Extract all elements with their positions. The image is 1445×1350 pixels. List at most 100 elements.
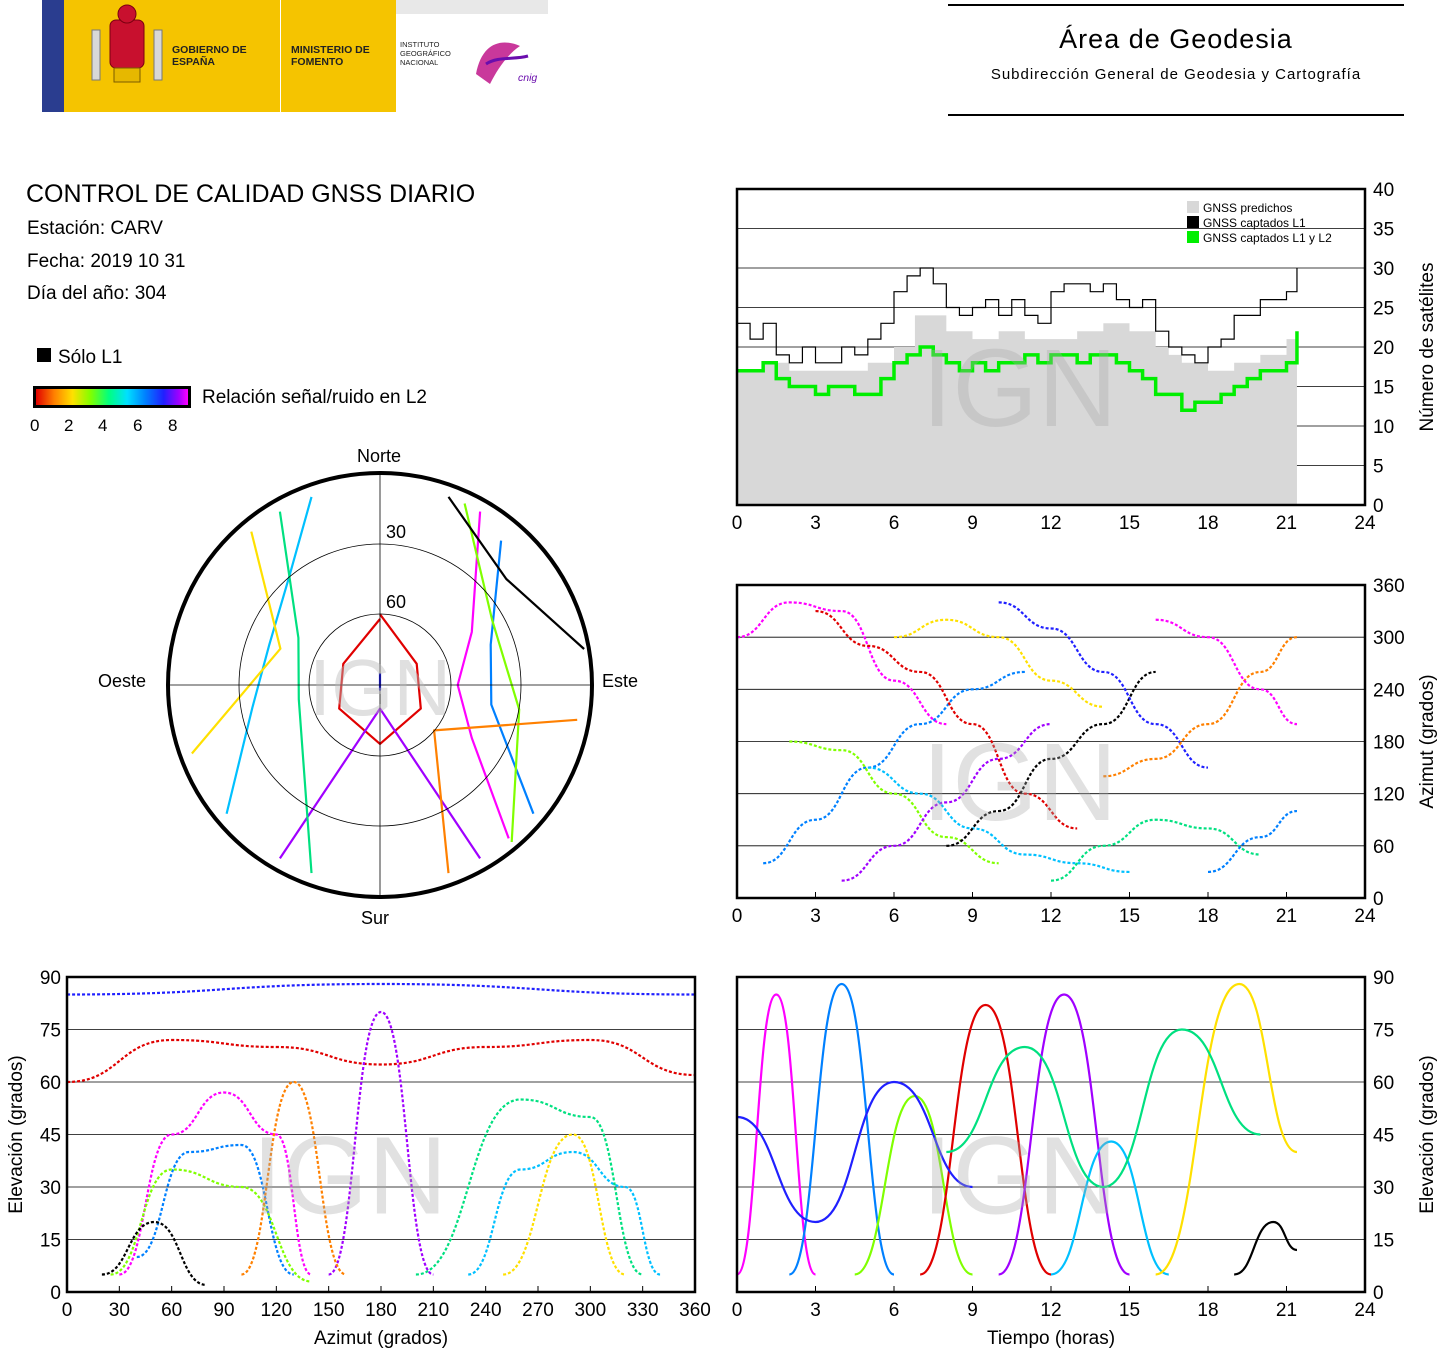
cnig-icon [476,42,529,84]
azimuth-time-chart: 0 60 120 180 240 300 360 0 3 6 9 12 15 18 21 24 IGN Azimu… [732,576,1438,927]
y-tick-label: 35 [1373,220,1394,241]
spain-flag-stripe [42,0,64,112]
watermark: IGN [922,1114,1118,1237]
y-tick-label: 15 [40,1231,61,1252]
sat-count-chart: 0 5 10 15 20 25 30 35 40 0 3 6 9 12 15 18 21 24 IGN Número … [732,180,1438,534]
polar-south-label: Sur [361,908,390,928]
x-tick-label: 21 [1276,1300,1297,1321]
x-tick-label: 12 [1040,1300,1061,1321]
snr-tick: 8 [168,416,178,435]
watermark: IGN [922,721,1118,844]
legend-entry: GNSS captados L1 [1203,216,1306,230]
x-tick-label: 30 [109,1300,130,1321]
snr-tick: 2 [64,416,74,435]
x-tick-label: 0 [732,906,743,927]
x-tick-label: 15 [1119,1300,1140,1321]
x-tick-label: 24 [1354,906,1376,927]
y-tick-label: 0 [1373,889,1384,910]
series-line [946,1028,1261,1189]
sky-track [433,718,578,874]
x-tick-label: 15 [1119,906,1140,927]
predicted-area [737,315,1297,505]
ministerio-text: MINISTERIO DE FOMENTO [291,44,370,68]
x-tick-label: 6 [889,906,900,927]
x-axis-label: Azimut (grados) [314,1328,448,1349]
y-tick-label: 75 [40,1021,61,1042]
legend-entry: GNSS captados L1 y L2 [1203,231,1332,245]
snr-colorbar [33,386,191,408]
polar-north-label: Norte [357,446,402,466]
y-tick-label: 90 [40,968,61,989]
x-tick-label: 0 [732,1300,743,1321]
plot-frame [735,975,1367,1294]
x-tick-label: 18 [1197,513,1218,534]
y-tick-label: 90 [1373,968,1394,989]
sky-track [225,496,313,814]
series-line [1207,809,1298,874]
y-axis-label: Elevación (grados) [6,1055,27,1213]
ring-60-label: 60 [386,592,406,612]
y-tick-label: 0 [1373,496,1384,517]
series-line [1233,1220,1298,1276]
area-subtitle: Subdirección General de Geodesia y Carto… [990,66,1362,83]
y-tick-label: 25 [1373,299,1394,320]
series-line [328,1010,434,1276]
coat-of-arms-icon [91,4,163,83]
series-line [763,670,1025,865]
series-line [815,609,1078,830]
y-tick-label: 0 [50,1283,61,1304]
x-tick-label: 6 [889,1300,900,1321]
doy-label: Día del año: 304 [27,283,167,304]
series-line [736,601,947,726]
x-tick-label: 3 [810,1300,821,1321]
x-tick-label: 12 [1040,906,1061,927]
polar-east-label: Este [602,671,639,691]
x-tick-label: 12 [1040,513,1061,534]
series-line [1103,636,1298,778]
series-line [893,618,1104,708]
snr-tick: 4 [98,416,108,435]
y-tick-label: 180 [1373,733,1405,754]
sky-track [447,496,585,650]
report-title: CONTROL DE CALIDAD GNSS DIARIO [26,180,476,208]
watermark: IGN [252,1114,448,1237]
series-line [241,1080,347,1276]
x-tick-label: 6 [889,513,900,534]
plot-frame [65,975,697,1294]
series-line [867,766,1130,874]
y-axis-label: Número de satélites [1417,263,1438,432]
x-tick-label: 3 [810,513,821,534]
series-line [841,723,1052,882]
x-tick-label: 21 [1276,513,1297,534]
snr-tick: 0 [30,416,40,435]
y-tick-label: 120 [1373,785,1405,806]
x-tick-label: 360 [679,1300,711,1321]
y-tick-label: 15 [1373,378,1394,399]
x-tick-label: 300 [574,1300,606,1321]
series-line [66,982,696,996]
polar-sky-plot: 30 60 IGN [166,471,594,899]
y-tick-label: 20 [1373,338,1394,359]
series-line [119,1091,312,1276]
series-line [101,1220,207,1287]
series-line [735,993,817,1276]
x-tick-label: 330 [627,1300,659,1321]
x-tick-label: 120 [260,1300,292,1321]
sky-track [191,531,282,755]
y-tick-label: 60 [40,1073,61,1094]
y-tick-label: 45 [1373,1126,1394,1147]
x-tick-label: 24 [1354,513,1376,534]
elev-time-chart: 0 15 30 45 60 75 90 0 3 6 9 12 15 18 21 24 IGN Elevación … [732,968,1438,1349]
sky-track [463,503,521,843]
watermark: IGN [309,643,451,732]
series-line [1050,1140,1170,1276]
coat-of-arms-logo: GOBIERNO DE ESPAÑA [64,0,318,112]
x-tick-label: 0 [62,1300,73,1321]
l1-series-line [737,267,1298,364]
legend-swatch [1187,231,1199,243]
date-label: Fecha: 2019 10 31 [27,251,186,272]
series-line [998,601,1209,769]
snr-tick: 6 [133,416,143,435]
series-line [736,1080,973,1224]
y-tick-label: 360 [1373,576,1405,597]
